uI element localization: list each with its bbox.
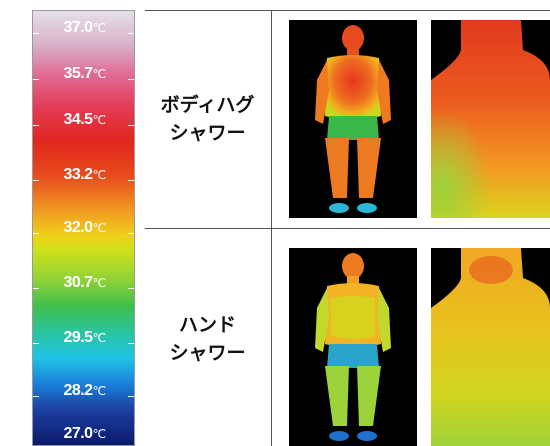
scale-label-29-5: 29.5℃ — [63, 329, 106, 346]
scale-label-27-0: 27.0℃ — [63, 425, 106, 442]
temperature-scale: 37.0℃ 35.7℃ 34.5℃ 33.2℃ 32.0℃ 30.7℃ 29.5… — [32, 10, 135, 446]
table-row-divider — [145, 228, 550, 229]
scale-label-28-2: 28.2℃ — [63, 382, 106, 399]
row-label-body-hug-shower: ボディハグ シャワー — [160, 95, 255, 144]
thermal-image-back-row1 — [431, 20, 550, 218]
scale-label-35-7: 35.7℃ — [63, 65, 106, 82]
thermal-image-back-row2 — [431, 248, 550, 446]
scale-label-30-7: 30.7℃ — [63, 274, 106, 291]
scale-label-33-2: 33.2℃ — [63, 166, 106, 183]
scale-label-34-5: 34.5℃ — [63, 111, 106, 128]
table-top-border — [145, 10, 550, 11]
thermal-image-full-body-row2 — [289, 248, 417, 446]
scale-label-37-0: 37.0℃ — [63, 19, 106, 36]
thermal-image-full-body-row1 — [289, 20, 417, 218]
scale-label-32-0: 32.0℃ — [63, 219, 106, 236]
table-column-divider — [271, 10, 272, 446]
row-label-hand-shower: ハンド シャワー — [169, 315, 246, 364]
